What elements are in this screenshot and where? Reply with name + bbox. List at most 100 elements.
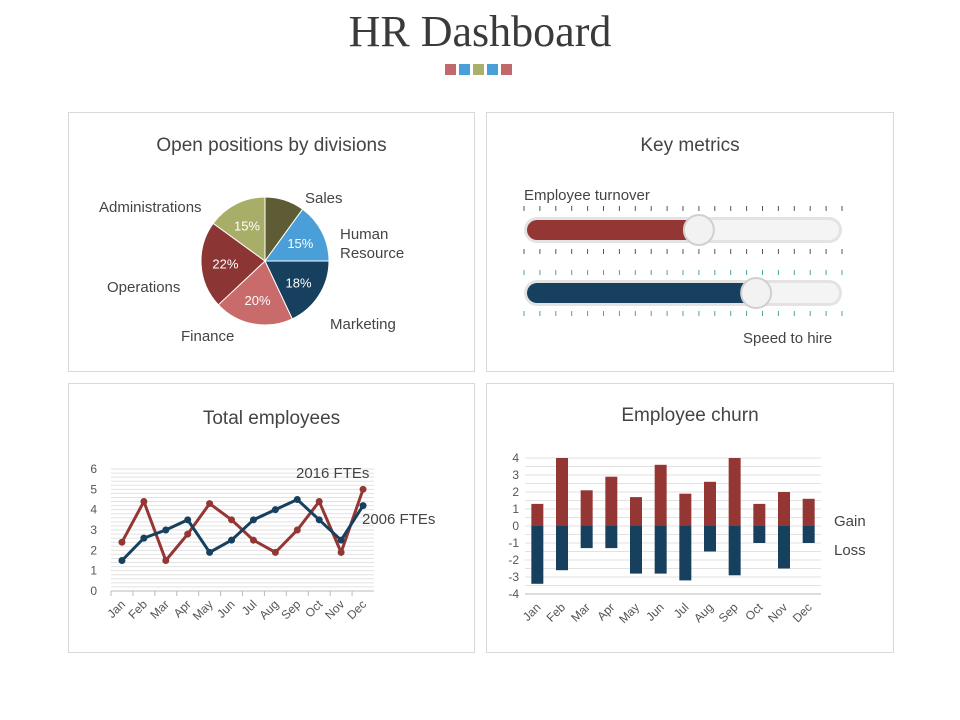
x-tick-label: Jul [671,600,692,621]
bar [679,526,692,581]
x-tick-label: Apr [171,597,194,620]
y-tick-label: 1 [90,564,97,578]
y-tick-label: -1 [508,536,519,550]
pie-slice [200,222,266,306]
open-positions-panel: Open positions by divisions Sales 15% Huma… [68,112,475,372]
data-point [184,530,192,538]
bar [728,526,741,576]
y-tick-label: 4 [90,503,97,517]
pie-slice [217,260,293,326]
bar [556,526,568,571]
bar [580,490,593,526]
data-point [118,538,126,546]
x-tick-label: Jun [643,600,667,624]
data-point [337,548,345,556]
x-tick-label: Nov [322,597,347,622]
pie-category-label: Resource [340,245,404,262]
data-point [162,557,170,564]
x-tick-label: Mar [568,600,593,625]
y-tick-label: 0 [90,584,97,598]
data-point [162,526,170,534]
open-positions-title: Open positions by divisions [156,135,387,156]
data-point [359,485,367,493]
y-tick-label: 2 [90,543,97,557]
x-tick-label: Mar [147,597,172,622]
bar [630,526,642,574]
data-point [249,516,257,524]
y-tick-label: 0 [512,519,519,533]
speed-to-hire-label: Speed to hire [743,330,833,347]
data-point [315,498,323,506]
pie-slice [212,196,266,262]
total-employees-panel: Total employees 0 1 2 3 4 5 6 Jan Feb Mar Apr May Ju… [68,383,475,653]
pie-percent-label: 18% [285,275,311,290]
data-point [228,516,236,524]
pie-percent-label: 22% [212,256,238,271]
x-tick-label: Oct [742,600,766,624]
bar [531,503,544,526]
employee-churn-title: Employee churn [621,405,759,426]
x-tick-label: Sep [716,600,741,625]
bar [630,497,642,526]
bar [654,464,667,526]
decor-square [445,64,456,75]
speed-to-hire-slider-handle [740,277,773,309]
decor-square [459,64,470,75]
x-tick-label: Sep [278,597,303,622]
pie-slice [264,208,330,262]
x-tick-label: Aug [691,600,716,625]
series-line [120,497,365,562]
bar [704,481,716,526]
y-tick-label: 1 [512,502,519,516]
employee-turnover-label: Employee turnover [524,187,650,204]
speed-to-hire-fill [527,283,757,303]
bar [802,526,815,543]
pie-category-label: Operations [107,279,180,296]
pie-category-label: Marketing [330,316,396,333]
y-tick-label: 6 [90,462,97,476]
decor-square [473,64,484,75]
pie-percent-label: 20% [245,293,271,308]
x-tick-label: Dec [344,597,369,622]
x-tick-label: Jan [104,597,128,621]
x-tick-label: Oct [302,597,326,621]
x-tick-label: Feb [125,597,150,622]
x-tick-label: May [190,597,216,623]
title-decoration [445,64,512,75]
decor-square [501,64,512,75]
bar [753,526,766,543]
y-tick-label: 5 [90,482,97,496]
x-tick-label: Dec [790,600,815,625]
legend-label-gain: Gain [834,513,866,530]
y-tick-label: -4 [508,587,519,601]
bar [753,503,766,526]
y-tick-label: 2 [512,485,519,499]
data-point [140,534,148,542]
data-point [271,506,279,514]
key-metrics-panel: Key metrics Employee turnover Speed to h… [486,112,894,372]
bar [679,493,692,526]
bar [605,526,618,549]
bar [704,526,716,552]
total-employees-title: Total employees [202,408,341,429]
bar [580,526,593,549]
y-tick-label: -2 [508,553,519,567]
x-tick-label: Apr [594,600,617,623]
key-metrics-title: Key metrics [640,135,740,156]
bar [654,526,667,574]
page-title: HR Dashboard [348,7,612,56]
series-label: 2016 FTEs [296,465,369,482]
legend-label-loss: Loss [834,542,866,559]
data-point [184,516,192,524]
data-point [118,557,126,564]
x-tick-label: Feb [544,600,569,625]
key-metrics-sliders [523,206,843,316]
pie-slice [264,260,330,320]
y-tick-label: -3 [508,570,519,584]
open-positions-pie-chart: Sales 15% Human Resource 18% Marketing 20% Fina… [99,190,404,345]
data-point [315,516,323,524]
bar [728,458,741,526]
data-point [206,500,214,508]
